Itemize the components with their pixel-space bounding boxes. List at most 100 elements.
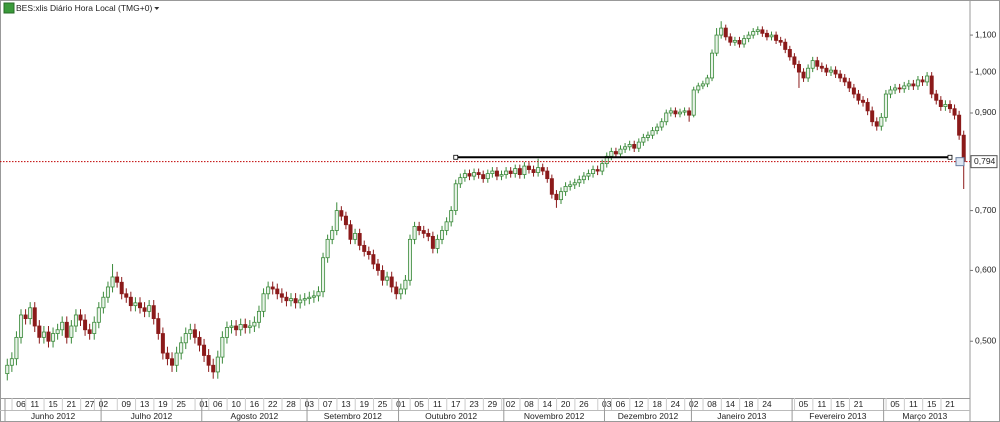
price-box [970,155,998,169]
candle-body [293,298,298,304]
candle-body [407,238,412,281]
x-tick-label: 11 [433,399,442,409]
x-tick-label: 24 [671,399,681,409]
candle-body [41,331,46,338]
candle-body [188,329,193,334]
candle-body [160,333,165,354]
candle-body [710,52,715,79]
candle-body [842,77,847,83]
x-tick-label: 05 [799,399,809,409]
candle-body [371,254,376,265]
candle-body [563,185,568,193]
x-tick-label: 20 [561,399,571,409]
x-tick-label: 28 [286,399,296,409]
candle-body [943,104,948,107]
candle-body [142,307,147,312]
candle-body [792,56,797,65]
candle-body [298,299,303,304]
price-marker [955,157,965,167]
candle-body [728,36,733,43]
candle-body [462,173,467,179]
candle-body [252,321,257,327]
candle-body [348,224,353,240]
candle-body [787,49,792,58]
x-tick-label: 15 [48,399,58,409]
candle-body [183,333,188,344]
candle-body [737,40,742,45]
month-label: Dezembro 2012 [618,411,679,421]
candle-body [632,144,637,149]
candle-body [888,89,893,95]
x-tick-label: 13 [341,399,351,409]
candle-body [810,60,815,69]
x-tick-label: 24 [762,399,772,409]
candle-body [893,87,898,91]
candle-body [806,67,811,79]
candle-body [302,298,307,301]
candle-body [618,148,623,155]
candle-body [856,93,861,101]
candle-body [691,89,696,116]
x-tick-label: 05 [890,399,900,409]
y-tick-label: 0,500 [975,335,997,345]
x-tick-label: 06 [616,399,626,409]
candle-body [783,41,788,50]
x-tick-label: 08 [707,399,717,409]
candle-body [572,182,577,186]
x-tick-label: 05 [414,399,424,409]
candle-body [870,110,875,123]
candle-body [243,324,248,328]
candle-body [334,210,339,231]
x-tick-label: 18 [652,399,662,409]
x-tick-label: 10 [231,399,241,409]
candle-body [417,226,422,231]
x-tick-label: 06 [213,399,223,409]
candle-body [289,298,294,302]
candle-body [655,126,660,132]
candle-body [851,87,856,95]
symbol-icon[interactable] [3,2,15,14]
x-tick-label: 08 [524,399,534,409]
candle-body [623,146,628,150]
candle-body [229,325,234,328]
candle-body [824,67,829,73]
x-tick-label: 15 [927,399,937,409]
candle-body [321,257,326,293]
candle-body [151,305,156,320]
x-tick-label: 01 [199,399,209,409]
candle-body [394,286,399,295]
chart-title[interactable]: BES:xlis Diário Hora Local (TMG+0) [16,3,152,13]
x-tick-label: 25 [378,399,388,409]
candle-body [833,69,838,75]
candle-body [60,321,65,331]
candle-body [696,85,701,91]
x-tick-label: 19 [158,399,168,409]
candle-body [128,296,133,307]
candle-body [554,193,559,201]
candle-body [902,85,907,90]
candle-body [325,238,330,259]
x-tick-label: 09 [122,399,132,409]
month-label: Julho 2012 [131,411,173,421]
candle-body [938,99,943,107]
candle-body [449,210,454,223]
month-label: Novembro 2012 [524,411,585,421]
candle-body [83,319,88,331]
candle-body [920,79,925,83]
candle-body [156,318,161,334]
month-label: Agosto 2012 [231,411,279,421]
x-tick-label: 03 [305,399,315,409]
candle-body [403,279,408,290]
candle-body [197,336,202,346]
candle-body [883,93,888,118]
candle-body [847,81,852,89]
candle-body [952,108,957,116]
x-tick-label: 26 [579,399,589,409]
candle-body [435,238,440,249]
candle-body [202,344,207,356]
candle-body [581,175,586,181]
candle-body [911,83,916,87]
